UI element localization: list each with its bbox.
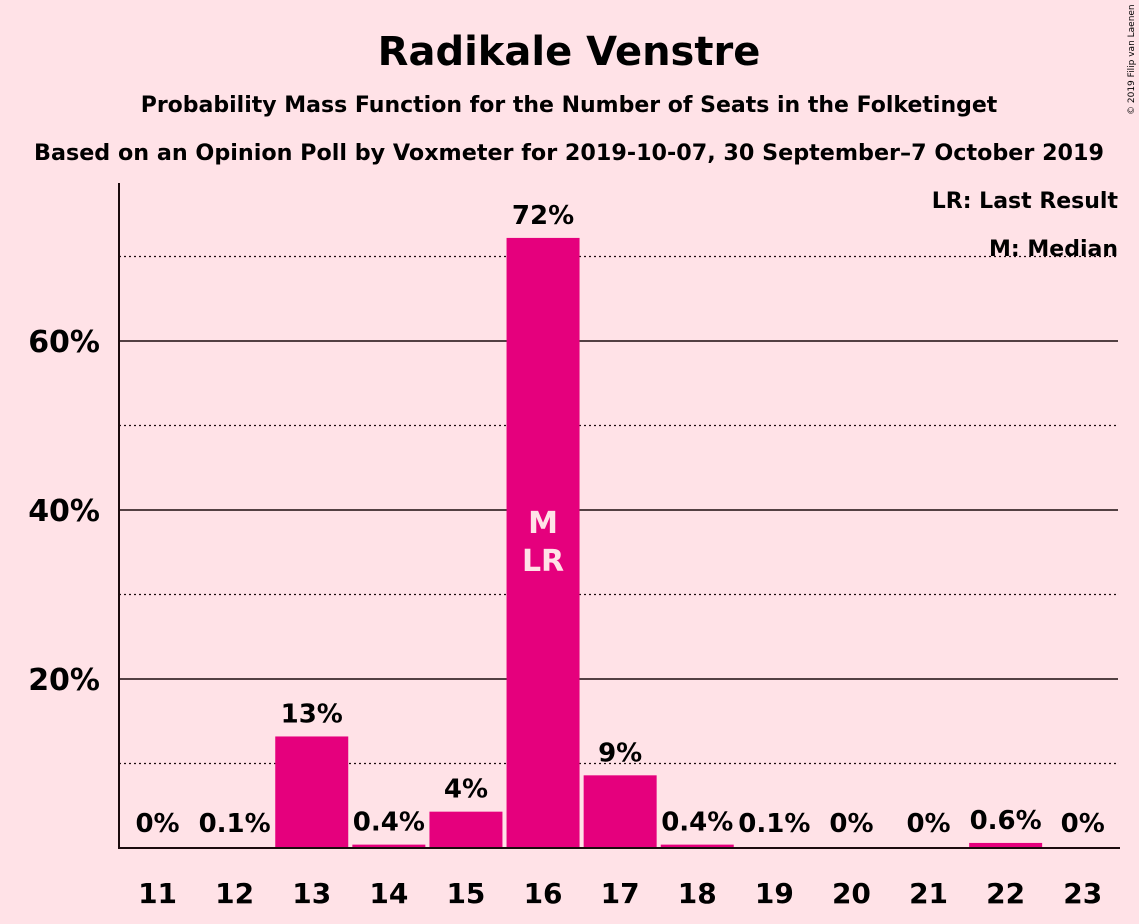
data-label-16: 72% [512, 201, 574, 231]
data-label-19: 0.1% [738, 809, 810, 839]
x-tick-11: 11 [138, 877, 177, 910]
bar-13 [275, 736, 349, 848]
x-ticks: 11 12 13 14 15 16 17 18 19 20 21 22 23 [138, 877, 1102, 910]
bar-16 [506, 237, 580, 848]
data-label-21: 0% [906, 809, 950, 839]
legend-last-result: LR: Last Result [932, 189, 1119, 214]
data-label-18: 0.4% [661, 808, 733, 838]
x-tick-21: 21 [909, 877, 948, 910]
data-label-14: 0.4% [353, 808, 425, 838]
x-tick-23: 23 [1063, 877, 1102, 910]
data-label-17: 9% [598, 738, 642, 768]
chart-subtitle-2: Based on an Opinion Poll by Voxmeter for… [34, 141, 1104, 166]
x-tick-18: 18 [678, 877, 717, 910]
data-label-13: 13% [281, 699, 343, 729]
x-tick-15: 15 [446, 877, 485, 910]
x-tick-22: 22 [986, 877, 1025, 910]
copyright-text: © 2019 Filip van Laenen [1127, 4, 1137, 115]
data-label-15: 4% [444, 775, 488, 805]
legend-median: M: Median [989, 237, 1118, 262]
bar-17 [583, 775, 657, 848]
data-label-11: 0% [135, 809, 179, 839]
x-tick-14: 14 [369, 877, 408, 910]
data-label-23: 0% [1061, 809, 1105, 839]
x-tick-16: 16 [524, 877, 563, 910]
y-tick-label: 60% [28, 325, 100, 360]
bar-14 [352, 844, 426, 848]
x-tick-17: 17 [601, 877, 640, 910]
bar-22 [969, 842, 1043, 848]
bar-annotation-m: M [528, 506, 558, 541]
y-tick-label: 40% [28, 494, 100, 529]
x-tick-20: 20 [832, 877, 871, 910]
data-label-20: 0% [829, 809, 873, 839]
y-tick-label: 20% [28, 663, 100, 698]
data-label-12: 0.1% [199, 809, 271, 839]
bar-annotation-lr: LR [522, 544, 564, 579]
x-tick-19: 19 [755, 877, 794, 910]
data-label-22: 0.6% [970, 806, 1042, 836]
data-labels: 0% 0.1%13%0.4%4%72%9%0.4% 0.1% 0% 0% 0.6% 0%ML… [135, 201, 1104, 839]
gridlines [119, 255, 1118, 765]
bar-15 [429, 811, 503, 848]
bars [198, 237, 1043, 848]
chart-title: Radikale Venstre [378, 29, 761, 75]
y-ticks: 20% 40% 60% [28, 325, 100, 698]
x-tick-13: 13 [292, 877, 331, 910]
bar-18 [660, 844, 734, 848]
chart-subtitle: Probability Mass Function for the Number… [141, 93, 998, 118]
x-tick-12: 12 [215, 877, 254, 910]
